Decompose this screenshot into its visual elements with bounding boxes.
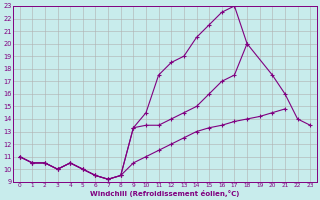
X-axis label: Windchill (Refroidissement éolien,°C): Windchill (Refroidissement éolien,°C) [90,190,240,197]
